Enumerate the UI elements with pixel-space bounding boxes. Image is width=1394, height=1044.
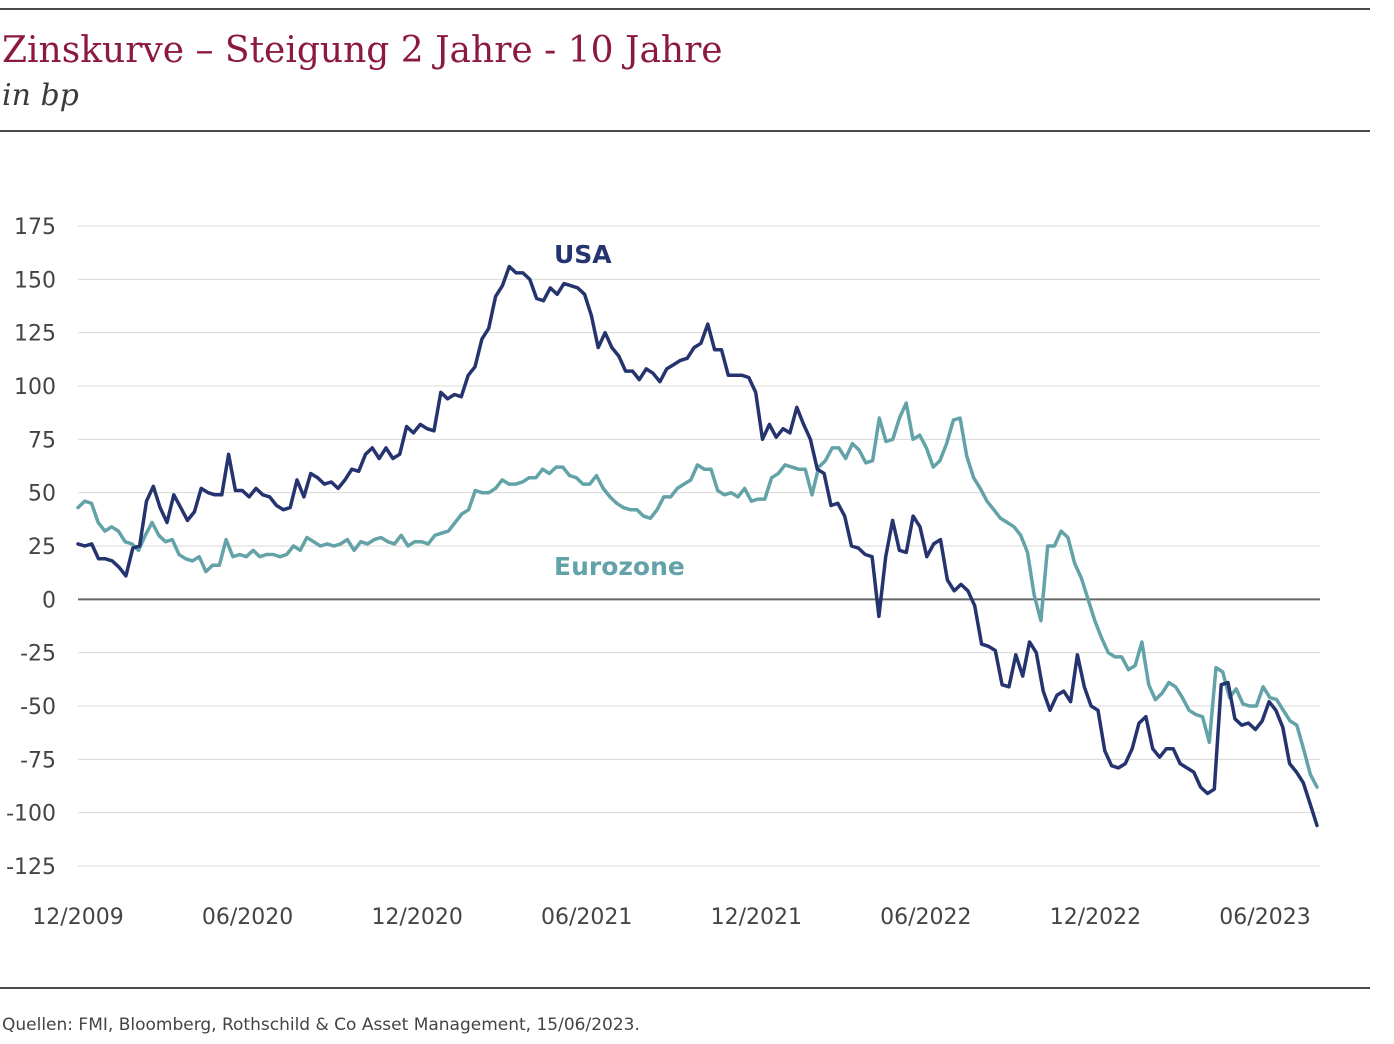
x-tick-label: 12/2020 xyxy=(371,905,462,930)
footer-rule xyxy=(0,987,1370,989)
x-tick-label: 06/2020 xyxy=(202,905,293,930)
x-tick-label: 06/2021 xyxy=(541,905,632,930)
series-line-eurozone xyxy=(76,401,1319,789)
line-chart: 175 150 125 100 75 50 25 0 -25 -50 -75 -100 -125 12/… xyxy=(6,215,1320,930)
y-tick-label: 125 xyxy=(14,322,56,347)
y-tick-label: -100 xyxy=(6,802,56,827)
series-label-usa: USA xyxy=(554,240,612,269)
header-rule xyxy=(0,130,1370,132)
grid-lines xyxy=(78,225,1320,867)
y-axis-ticks: 175 150 125 100 75 50 25 0 -25 -50 -75 -100 -125 xyxy=(6,215,56,880)
source-note: Quellen: FMI, Bloomberg, Rothschild & Co… xyxy=(2,1015,640,1035)
x-tick-label: 12/2009 xyxy=(32,905,123,930)
y-tick-label: 100 xyxy=(14,375,56,400)
y-tick-label: -50 xyxy=(20,695,56,720)
y-tick-label: 175 xyxy=(14,215,56,240)
y-tick-label: -75 xyxy=(20,748,56,773)
top-rule xyxy=(0,8,1370,10)
chart-title: Zinskurve – Steigung 2 Jahre - 10 Jahre xyxy=(2,30,723,71)
series-label-eurozone: Eurozone xyxy=(554,552,685,581)
y-tick-label: 50 xyxy=(28,482,56,507)
y-tick-label: -25 xyxy=(20,642,56,667)
y-tick-label: 0 xyxy=(42,588,56,613)
x-tick-label: 06/2023 xyxy=(1219,905,1310,930)
x-axis-ticks: 12/2009 06/2020 12/2020 06/2021 12/2021 06/20… xyxy=(32,905,1310,930)
x-tick-label: 12/2021 xyxy=(711,905,802,930)
series-lines xyxy=(76,264,1319,828)
y-tick-label: 150 xyxy=(14,268,56,293)
y-tick-label: 25 xyxy=(28,535,56,560)
y-tick-label: -125 xyxy=(6,855,56,880)
y-tick-label: 75 xyxy=(28,428,56,453)
x-tick-label: 06/2022 xyxy=(880,905,971,930)
x-tick-label: 12/2022 xyxy=(1050,905,1141,930)
series-line-usa xyxy=(76,264,1319,828)
chart-subtitle: in bp xyxy=(2,78,79,113)
